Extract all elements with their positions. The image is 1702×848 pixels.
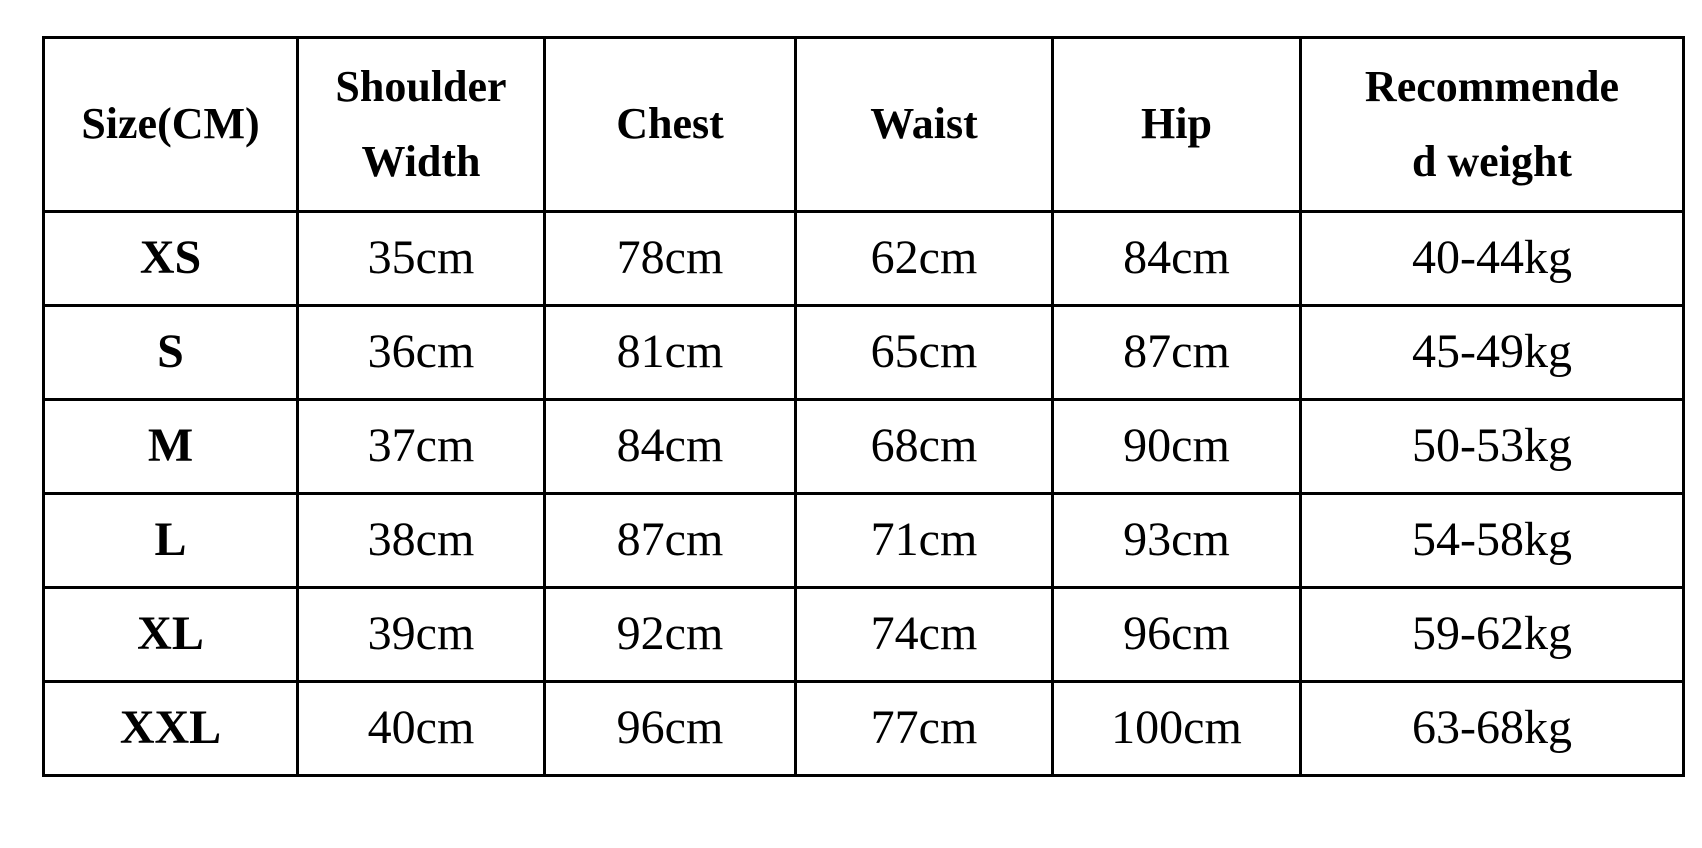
table-row-l: L 38cm 87cm 71cm 93cm 54-58kg [42,492,1685,589]
chest-value: 96cm [543,680,797,777]
table-row-xs: XS 35cm 78cm 62cm 84cm 40-44kg [42,210,1685,307]
size-chart-table: Size(CM) Shoulder Width Chest Waist Hip … [42,36,1685,777]
size-label: XXL [42,680,299,777]
waist-value: 71cm [794,492,1054,589]
size-label: S [42,304,299,401]
recommended-weight-value: 63-68kg [1299,680,1685,777]
recommended-weight-value: 45-49kg [1299,304,1685,401]
size-label: XS [42,210,299,307]
shoulder-width-value: 39cm [296,586,546,683]
hip-value: 90cm [1051,398,1302,495]
chest-value: 78cm [543,210,797,307]
waist-value: 65cm [794,304,1054,401]
chest-value: 81cm [543,304,797,401]
header-recommended-weight-line1: Recommende [1364,61,1620,111]
size-label: L [42,492,299,589]
table-row-xl: XL 39cm 92cm 74cm 96cm 59-62kg [42,586,1685,683]
header-chest-label: Chest [616,99,724,149]
shoulder-width-value: 38cm [296,492,546,589]
waist-value: 77cm [794,680,1054,777]
header-shoulder-width-line1: Shoulder [335,61,507,111]
header-waist-label: Waist [870,99,978,149]
header-waist: Waist [794,36,1054,213]
table-row-xxl: XXL 40cm 96cm 77cm 100cm 63-68kg [42,680,1685,777]
chest-value: 87cm [543,492,797,589]
shoulder-width-value: 35cm [296,210,546,307]
header-chest: Chest [543,36,797,213]
recommended-weight-value: 54-58kg [1299,492,1685,589]
waist-value: 62cm [794,210,1054,307]
chest-value: 92cm [543,586,797,683]
hip-value: 100cm [1051,680,1302,777]
shoulder-width-value: 40cm [296,680,546,777]
hip-value: 93cm [1051,492,1302,589]
header-recommended-weight-line2: d weight [1411,136,1573,186]
header-recommended-weight: Recommende d weight [1299,36,1685,213]
size-label: XL [42,586,299,683]
table-row-m: M 37cm 84cm 68cm 90cm 50-53kg [42,398,1685,495]
hip-value: 96cm [1051,586,1302,683]
header-shoulder-width-line2: Width [361,136,481,186]
hip-value: 87cm [1051,304,1302,401]
waist-value: 74cm [794,586,1054,683]
recommended-weight-value: 40-44kg [1299,210,1685,307]
shoulder-width-value: 36cm [296,304,546,401]
size-label: M [42,398,299,495]
header-size: Size(CM) [42,36,299,213]
header-row: Size(CM) Shoulder Width Chest Waist Hip … [42,36,1685,213]
hip-value: 84cm [1051,210,1302,307]
table-row-s: S 36cm 81cm 65cm 87cm 45-49kg [42,304,1685,401]
recommended-weight-value: 59-62kg [1299,586,1685,683]
shoulder-width-value: 37cm [296,398,546,495]
header-size-label: Size(CM) [81,99,260,149]
header-shoulder-width: Shoulder Width [296,36,546,213]
header-hip: Hip [1051,36,1302,213]
recommended-weight-value: 50-53kg [1299,398,1685,495]
header-hip-label: Hip [1141,99,1212,149]
waist-value: 68cm [794,398,1054,495]
chest-value: 84cm [543,398,797,495]
